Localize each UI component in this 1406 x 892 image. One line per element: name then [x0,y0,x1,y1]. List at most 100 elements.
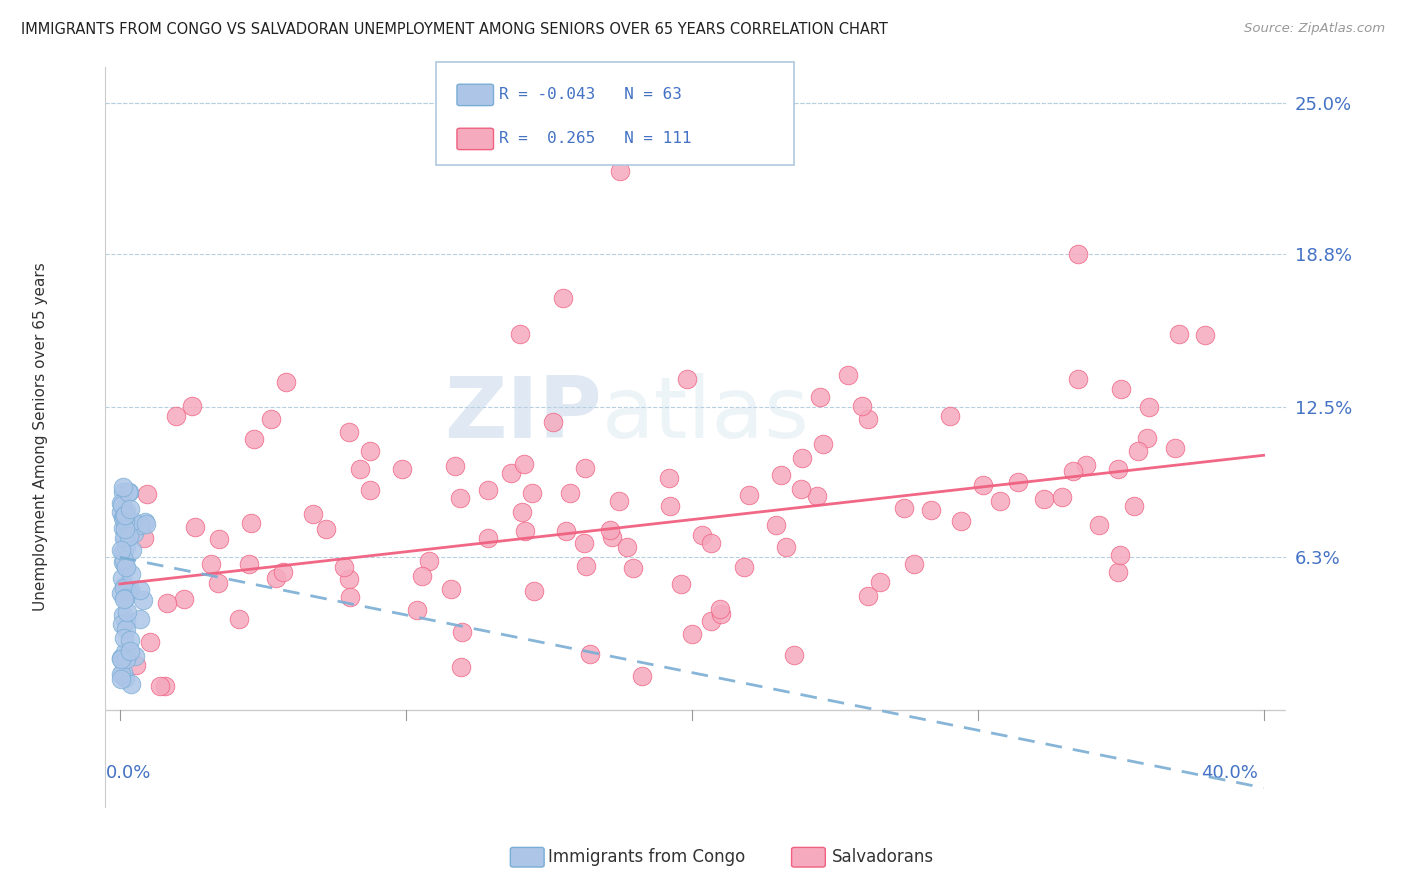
Point [512,457,534,471]
Point [117,519,139,533]
Point [112,592,135,607]
Point [574,461,596,475]
Point [139,635,162,649]
Point [111,616,134,631]
Point [451,625,474,640]
Point [733,559,755,574]
Point [120,677,142,691]
Point [111,652,134,666]
Point [120,567,142,582]
Point [110,542,132,557]
Point [676,372,699,386]
Point [117,484,139,499]
Point [1052,490,1074,504]
Point [449,491,471,506]
Point [1137,400,1160,414]
Text: Unemployment Among Seniors over 65 years: Unemployment Among Seniors over 65 years [32,263,48,611]
Point [440,582,463,596]
Point [115,560,138,574]
Text: Immigrants from Congo: Immigrants from Congo [548,848,745,866]
Point [114,522,136,536]
Point [114,591,136,605]
Point [112,531,135,545]
Point [114,671,136,685]
Point [132,531,155,545]
Point [228,612,250,626]
Point [499,466,522,480]
Point [599,523,621,537]
Point [813,437,835,451]
Point [972,477,994,491]
Point [238,557,260,571]
Point [1107,566,1129,580]
Point [165,409,187,424]
Point [1076,458,1098,473]
Point [302,507,325,521]
Text: 0.0%: 0.0% [105,764,150,782]
Point [1164,442,1187,456]
Point [681,627,703,641]
Point [609,164,631,178]
Point [851,399,873,413]
Point [111,498,134,512]
Point [200,557,222,571]
Point [1111,383,1133,397]
Point [125,658,148,673]
Point [240,516,263,530]
Point [118,644,141,658]
Point [337,572,360,586]
Point [110,667,132,681]
Text: atlas: atlas [602,374,810,457]
Point [121,543,143,558]
Text: R = -0.043   N = 63: R = -0.043 N = 63 [499,87,682,102]
Point [114,515,136,529]
Point [134,515,156,529]
Point [359,444,381,458]
Point [332,560,354,574]
Point [110,650,132,665]
Point [579,647,602,661]
Point [156,596,179,610]
Point [1109,549,1132,563]
Text: 40.0%: 40.0% [1201,764,1258,782]
Point [112,581,135,595]
Point [658,499,681,513]
Point [207,575,229,590]
Point [621,561,644,575]
Point [114,645,136,659]
Point [118,502,141,516]
Point [111,545,134,559]
Point [450,660,472,674]
Point [111,480,134,494]
Point [869,574,891,589]
Point [114,533,136,548]
Point [988,494,1011,508]
Point [541,415,564,429]
Point [118,529,141,543]
Point [1067,247,1090,261]
Point [630,669,652,683]
Point [208,532,231,546]
Point [274,375,297,389]
Point [124,648,146,663]
Point [112,555,135,569]
Point [114,615,136,630]
Text: Source: ZipAtlas.com: Source: ZipAtlas.com [1244,22,1385,36]
Point [114,553,136,567]
Point [574,535,596,549]
Point [115,583,138,598]
Point [658,471,681,485]
Point [411,569,433,583]
Point [135,487,157,501]
Point [115,652,138,666]
Point [111,484,134,499]
Point [112,632,135,646]
Point [114,508,136,522]
Point [775,541,797,555]
Point [111,665,134,679]
Point [112,579,135,593]
Point [111,521,134,535]
Point [555,524,578,538]
Point [1122,499,1144,513]
Point [607,493,630,508]
